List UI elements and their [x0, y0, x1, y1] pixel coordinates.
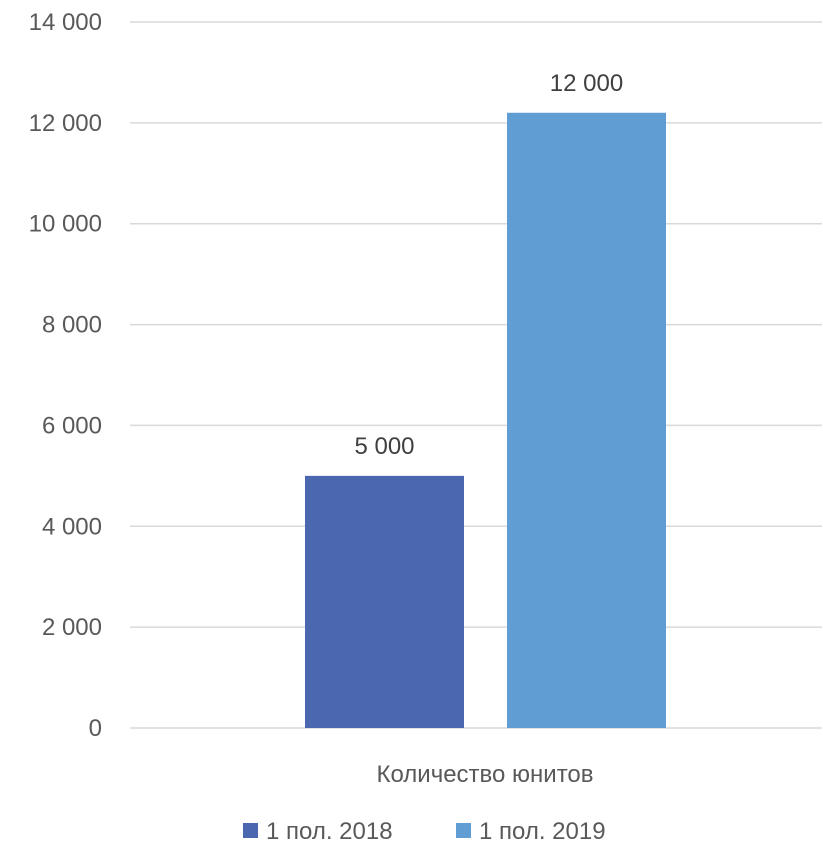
bar	[305, 475, 464, 728]
legend-item: 1 пол. 2019	[456, 818, 606, 845]
category-label: Количество юнитов	[376, 761, 593, 788]
data-labels: 5 000 12 000	[354, 70, 623, 460]
legend-item: 1 пол. 2018	[243, 818, 393, 845]
category-axis: Количество юнитов	[376, 761, 593, 788]
bars	[305, 112, 666, 729]
legend-label: 1 пол. 2019	[479, 818, 606, 845]
bar	[507, 112, 666, 729]
y-tick-label: 4 000	[42, 513, 102, 540]
y-tick-label: 14 000	[29, 9, 102, 36]
y-tick-label: 0	[89, 715, 102, 742]
data-label: 12 000	[550, 70, 623, 97]
y-axis-tick-labels: 0 2 000 4 000 6 000 8 000 10 000 12 000 14 000	[29, 9, 102, 742]
y-tick-label: 6 000	[42, 412, 102, 439]
y-tick-label: 12 000	[29, 110, 102, 137]
legend-swatch	[456, 823, 471, 838]
gridlines	[130, 21, 822, 729]
y-tick-label: 2 000	[42, 614, 102, 641]
legend-swatch	[243, 823, 258, 838]
legend-label: 1 пол. 2018	[266, 818, 393, 845]
legend: 1 пол. 2018 1 пол. 2019	[243, 818, 606, 845]
y-tick-label: 8 000	[42, 312, 102, 339]
y-tick-label: 10 000	[29, 211, 102, 238]
data-label: 5 000	[354, 433, 414, 460]
